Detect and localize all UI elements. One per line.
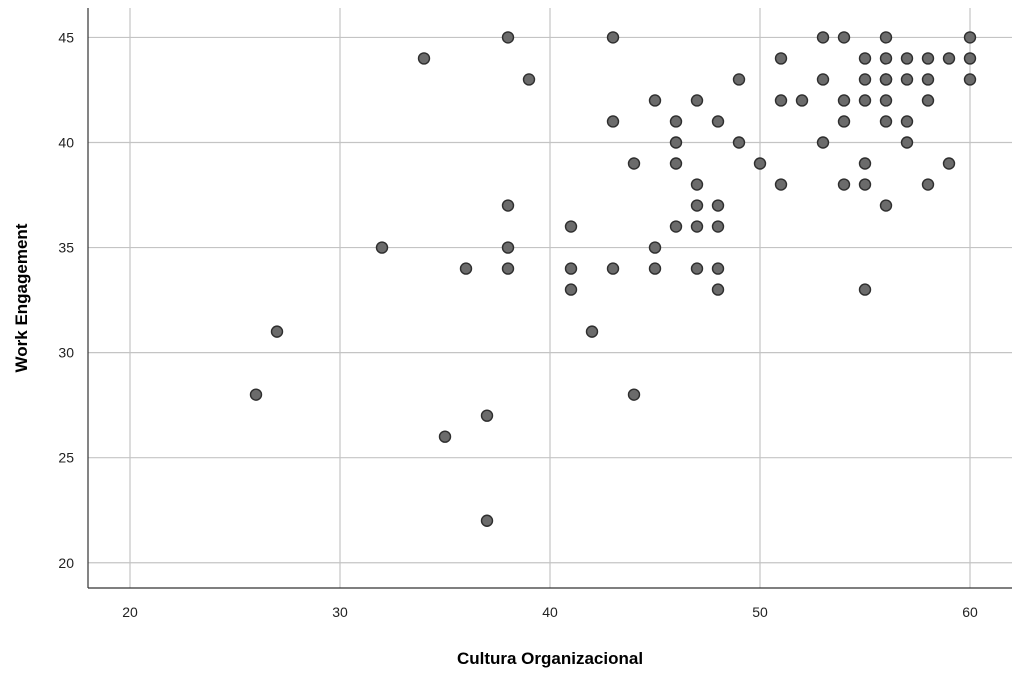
data-point (732, 73, 746, 86)
data-point (963, 31, 977, 44)
data-point (501, 241, 515, 254)
axes (87, 8, 1012, 589)
data-point (921, 73, 935, 86)
data-point (900, 115, 914, 128)
data-point (774, 178, 788, 191)
data-point (837, 31, 851, 44)
data-point (900, 52, 914, 65)
data-point (711, 199, 725, 212)
data-point (480, 409, 494, 422)
data-point (795, 94, 809, 107)
data-point (690, 94, 704, 107)
data-point (669, 157, 683, 170)
data-points (249, 31, 977, 527)
y-tick-label-35: 35 (58, 240, 74, 256)
data-point (627, 388, 641, 401)
y-tick-label-45: 45 (58, 29, 74, 45)
data-point (669, 220, 683, 233)
data-point (774, 94, 788, 107)
data-point (480, 514, 494, 527)
data-point (858, 94, 872, 107)
data-point (690, 199, 704, 212)
data-point (690, 220, 704, 233)
data-point (921, 52, 935, 65)
data-point (858, 178, 872, 191)
data-point (627, 157, 641, 170)
data-point (858, 283, 872, 296)
y-tick-label-20: 20 (58, 555, 74, 571)
data-point (501, 31, 515, 44)
data-point (585, 325, 599, 338)
data-point (711, 220, 725, 233)
data-point (942, 52, 956, 65)
data-point (879, 94, 893, 107)
data-point (732, 136, 746, 149)
x-axis-title: Cultura Organizacional (457, 649, 643, 668)
data-point (711, 262, 725, 275)
data-point (249, 388, 263, 401)
data-point (921, 94, 935, 107)
tick-labels: 20 30 40 50 60 20 25 30 35 40 45 (58, 29, 978, 620)
data-point (921, 178, 935, 191)
y-axis-title: Work Engagement (12, 223, 31, 372)
data-point (900, 136, 914, 149)
data-point (690, 178, 704, 191)
data-point (564, 262, 578, 275)
y-tick-label-30: 30 (58, 345, 74, 361)
x-tick-label-20: 20 (122, 604, 138, 620)
data-point (270, 325, 284, 338)
data-point (501, 199, 515, 212)
data-point (774, 52, 788, 65)
data-point (669, 115, 683, 128)
data-point (858, 157, 872, 170)
data-point (837, 94, 851, 107)
data-point (459, 262, 473, 275)
data-point (648, 94, 662, 107)
data-point (690, 262, 704, 275)
data-point (501, 262, 515, 275)
data-point (564, 220, 578, 233)
data-point (900, 73, 914, 86)
data-point (669, 136, 683, 149)
data-point (963, 52, 977, 65)
data-point (816, 136, 830, 149)
data-point (438, 430, 452, 443)
data-point (816, 73, 830, 86)
grid-lines (88, 8, 1012, 588)
data-point (711, 283, 725, 296)
data-point (963, 73, 977, 86)
data-point (858, 73, 872, 86)
data-point (837, 178, 851, 191)
x-tick-label-30: 30 (332, 604, 348, 620)
data-point (606, 31, 620, 44)
data-point (606, 115, 620, 128)
x-tick-label-40: 40 (542, 604, 558, 620)
data-point (606, 262, 620, 275)
data-point (648, 262, 662, 275)
data-point (753, 157, 767, 170)
data-point (879, 115, 893, 128)
y-tick-label-40: 40 (58, 134, 74, 150)
data-point (375, 241, 389, 254)
data-point (417, 52, 431, 65)
data-point (816, 31, 830, 44)
data-point (522, 73, 536, 86)
data-point (858, 52, 872, 65)
data-point (837, 115, 851, 128)
data-point (879, 199, 893, 212)
x-tick-label-50: 50 (752, 604, 768, 620)
data-point (648, 241, 662, 254)
data-point (879, 31, 893, 44)
data-point (942, 157, 956, 170)
x-tick-label-60: 60 (962, 604, 978, 620)
data-point (879, 52, 893, 65)
data-point (564, 283, 578, 296)
data-point (711, 115, 725, 128)
y-tick-label-25: 25 (58, 450, 74, 466)
data-point (879, 73, 893, 86)
